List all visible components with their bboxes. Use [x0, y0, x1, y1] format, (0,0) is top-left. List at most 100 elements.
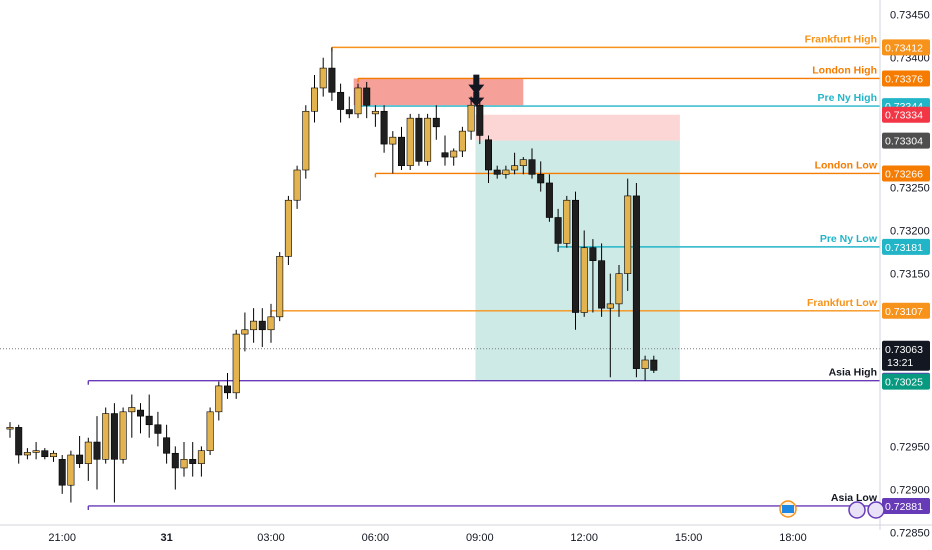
- candle-body: [441, 152, 449, 158]
- level-price-badge-text: 0.73376: [885, 73, 923, 85]
- candle-body: [6, 427, 14, 430]
- y-tick-label: 0.72950: [890, 441, 930, 453]
- level-price-badge-text: 0.72881: [885, 501, 923, 513]
- candle-body: [154, 424, 162, 434]
- candle-body: [598, 260, 606, 309]
- candle-body: [554, 217, 562, 244]
- candle-body: [284, 199, 292, 257]
- price-badge: [882, 373, 930, 390]
- level-price-badge: [882, 39, 930, 56]
- y-tick-label: 0.73150: [890, 269, 930, 281]
- candle-body: [458, 130, 466, 152]
- candle-body: [224, 385, 232, 394]
- candle-body: [128, 407, 136, 413]
- candle-body: [641, 359, 649, 369]
- current-price-text: 0.73063: [885, 344, 923, 356]
- level-label: London Low: [815, 159, 878, 171]
- level-price-badge: [882, 165, 930, 182]
- candle-body: [493, 169, 501, 175]
- candle-body: [589, 247, 597, 261]
- candle-body: [371, 110, 379, 115]
- flag-event-icon-stripes: [782, 505, 794, 513]
- candle-body: [354, 87, 362, 115]
- candle-body: [528, 159, 536, 175]
- candle-body: [197, 450, 205, 464]
- level-price-badge-text: 0.73107: [885, 306, 923, 318]
- candle-body: [519, 159, 527, 166]
- candle-body: [180, 459, 188, 469]
- candle-body: [171, 452, 179, 469]
- level-label: Pre Ny Low: [820, 233, 878, 245]
- candle-body: [632, 195, 640, 369]
- candle-body: [232, 333, 240, 394]
- zones-layer: [353, 78, 680, 381]
- candle-body: [467, 104, 475, 132]
- candle-body: [328, 67, 336, 93]
- level-label: London High: [812, 64, 877, 76]
- y-tick-label: 0.73400: [890, 53, 930, 65]
- candle-body: [571, 199, 579, 313]
- level-label: Asia Low: [831, 492, 878, 504]
- candle-body: [511, 165, 519, 171]
- x-tick-label: 12:00: [570, 532, 598, 544]
- candle-body: [545, 182, 553, 218]
- x-tick-label: 18:00: [779, 532, 807, 544]
- candle-body: [32, 450, 40, 453]
- candle-body: [250, 320, 258, 331]
- x-tick-label: 03:00: [257, 532, 285, 544]
- candle-body: [424, 117, 432, 162]
- y-tick-label: 0.73450: [890, 10, 930, 22]
- candle-body: [49, 452, 57, 458]
- x-tick-label: 21:00: [48, 532, 76, 544]
- x-tick-label: 06:00: [362, 532, 390, 544]
- countdown-text: 13:21: [887, 357, 913, 369]
- candle-body: [110, 413, 118, 460]
- price-axis[interactable]: 0.73450 0.73400 0.73250 0.73200 0.73150 0.729…: [890, 10, 930, 540]
- candle-body: [337, 91, 345, 110]
- candle-body: [267, 316, 275, 331]
- candle-body: [389, 136, 397, 145]
- candle-body: [615, 273, 623, 305]
- candle-body: [380, 110, 388, 145]
- candle-body: [145, 415, 153, 426]
- x-tick-label: 31: [160, 532, 172, 544]
- candle-body: [206, 411, 214, 451]
- candle-body: [432, 117, 440, 128]
- avatar-event-icon[interactable]: [848, 501, 866, 519]
- candle-body: [23, 452, 31, 456]
- candle-body: [484, 139, 492, 171]
- candle-body: [319, 67, 327, 89]
- event-icons: [779, 500, 885, 519]
- price-badge: [882, 106, 930, 123]
- candle-body: [189, 459, 197, 464]
- down-arrow-icon: [468, 74, 485, 95]
- candle-body: [41, 450, 49, 458]
- candle-body: [406, 117, 414, 166]
- candle-body: [76, 454, 84, 464]
- candle-body: [310, 87, 318, 112]
- level-label: Asia High: [829, 367, 877, 379]
- candle-body: [450, 150, 458, 158]
- level-price-badge: [882, 70, 930, 87]
- candle-body: [67, 454, 75, 486]
- y-tick-label: 0.73200: [890, 225, 930, 237]
- candle-body: [15, 427, 23, 456]
- supply-zone: [353, 78, 524, 106]
- level-label: Frankfurt Low: [807, 297, 878, 309]
- avatar-event-icon[interactable]: [867, 501, 885, 519]
- marker-layer: [468, 74, 485, 107]
- levels-layer: Frankfurt High London High Pre Ny High Lond…: [0, 33, 880, 510]
- level-price-badge-text: 0.73266: [885, 168, 923, 180]
- candle-body: [650, 359, 658, 371]
- x-tick-label: 15:00: [675, 532, 703, 544]
- candle-body: [397, 136, 405, 166]
- price-badges-layer: 0.734120.733760.733440.732660.731810.731…: [882, 39, 930, 514]
- level-price-badge: [882, 238, 930, 255]
- candle-body: [258, 320, 266, 331]
- candle-body: [93, 441, 101, 460]
- candle-body: [102, 413, 110, 460]
- level-label: Pre Ny High: [817, 92, 877, 104]
- candle-body: [502, 169, 510, 175]
